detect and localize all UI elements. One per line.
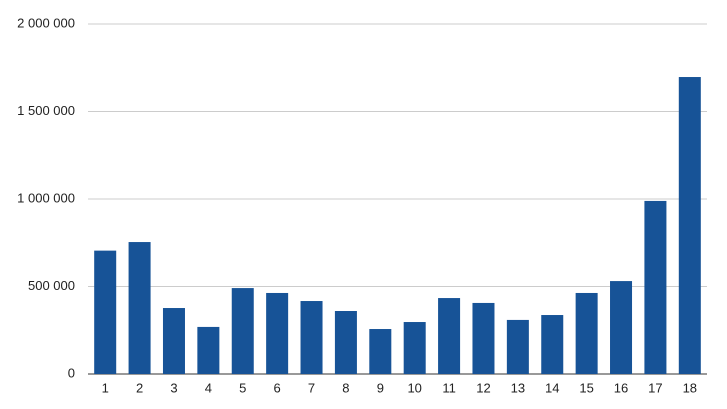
x-tick-label: 6: [274, 380, 281, 395]
x-tick-label: 15: [579, 380, 593, 395]
x-tick-label: 8: [342, 380, 349, 395]
x-tick-label: 18: [683, 380, 697, 395]
bar: [610, 281, 633, 374]
y-tick-label: 0: [68, 365, 75, 380]
y-tick-label: 1 000 000: [17, 190, 75, 205]
bar: [128, 242, 151, 374]
x-tick-label: 11: [442, 380, 456, 395]
bar: [644, 200, 667, 374]
bar: [678, 77, 701, 375]
x-tick-label: 10: [407, 380, 421, 395]
bar: [231, 288, 254, 374]
x-tick-label: 13: [511, 380, 525, 395]
bar: [472, 302, 495, 374]
bar: [266, 292, 289, 374]
y-tick-label: 1 500 000: [17, 103, 75, 118]
bar: [369, 329, 392, 374]
bar: [541, 315, 564, 374]
y-tick-label: 500 000: [28, 278, 75, 293]
x-tick-label: 12: [476, 380, 490, 395]
bar: [94, 250, 117, 374]
x-tick-label: 17: [648, 380, 662, 395]
x-tick-label: 7: [308, 380, 315, 395]
x-tick-label: 16: [614, 380, 628, 395]
x-tick-label: 4: [205, 380, 212, 395]
x-tick-label: 1: [102, 380, 109, 395]
bar: [506, 319, 529, 374]
bar: [162, 308, 185, 374]
x-tick-label: 5: [239, 380, 246, 395]
y-tick-label: 2 000 000: [17, 15, 75, 30]
bar: [403, 322, 426, 374]
x-tick-label: 2: [136, 380, 143, 395]
bar: [300, 301, 323, 374]
x-tick-label: 14: [545, 380, 559, 395]
bar: [575, 292, 598, 374]
bar: [197, 326, 220, 374]
bar: [438, 298, 461, 374]
bar: [334, 311, 357, 374]
x-tick-label: 3: [170, 380, 177, 395]
x-tick-label: 9: [377, 380, 384, 395]
